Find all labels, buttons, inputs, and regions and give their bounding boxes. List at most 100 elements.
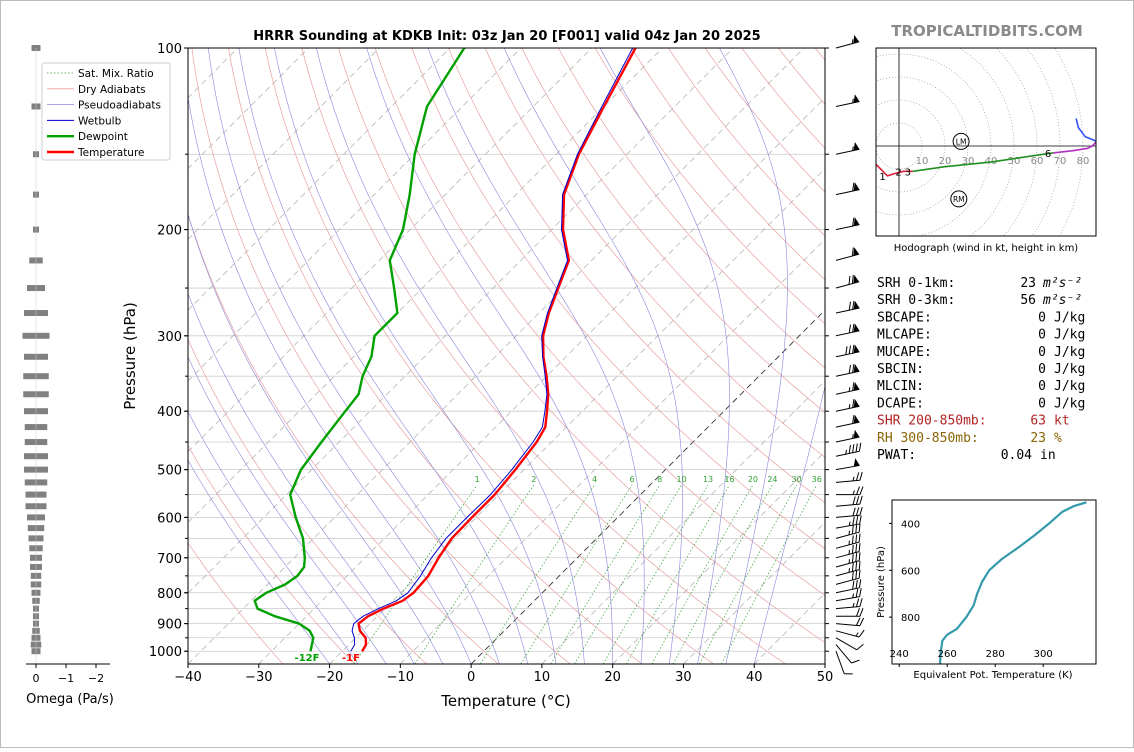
stat-label: SRH 0-1km: (877, 276, 955, 291)
stat-label: SRH 0-3km: (877, 293, 955, 308)
stat-label: MLCIN: (877, 379, 924, 394)
skewt-xlabel: Temperature (°C) (440, 692, 570, 710)
y-tick-label: 100 (157, 42, 182, 57)
stat-label: MLCAPE: (877, 328, 932, 343)
stat-value: 56 (1020, 293, 1036, 308)
stat-value: 0 (1038, 310, 1046, 325)
stat-value: 0 (1038, 396, 1046, 411)
stat-unit: J/kg (1054, 345, 1085, 360)
stat-unit: m²s⁻² (1042, 293, 1082, 308)
hodograph-ring-label: 80 (1077, 156, 1090, 167)
hodograph-ring-label: 60 (1031, 156, 1044, 167)
stat-value: 0 (1038, 345, 1046, 360)
mixing-ratio-label: 1 (475, 475, 480, 484)
stat-unit: J/kg (1054, 310, 1085, 325)
mixing-ratio-label: 2 (531, 475, 536, 484)
storm-motion-label: RM (953, 195, 965, 204)
theta-e-xlabel: Equivalent Pot. Temperature (K) (913, 670, 1072, 681)
stat-value: 23 (1020, 276, 1036, 291)
theta-x-tick-label: 260 (938, 649, 957, 660)
mixing-ratio-label: 4 (592, 475, 597, 484)
stat-label: SBCAPE: (877, 310, 932, 325)
stat-label: MUCAPE: (877, 345, 932, 360)
stat-unit: J/kg (1054, 328, 1085, 343)
stat-unit: J/kg (1054, 396, 1085, 411)
theta-e-ylabel: Pressure (hPa) (876, 546, 887, 618)
stat-unit: kt (1054, 414, 1070, 429)
y-tick-label: 800 (157, 587, 182, 602)
stat-unit: m²s⁻² (1042, 276, 1082, 291)
skewt-ylabel: Pressure (hPa) (121, 302, 139, 410)
stat-unit: J/kg (1054, 379, 1085, 394)
hodograph-height-label: 2 (895, 167, 901, 178)
hodograph-ring-label: 70 (1054, 156, 1067, 167)
x-tick-label: 50 (817, 670, 834, 685)
surface-dewpoint-label: -12F (295, 653, 320, 664)
theta-x-tick-label: 240 (890, 649, 909, 660)
y-tick-label: 1000 (149, 645, 182, 660)
y-tick-label: 500 (157, 464, 182, 479)
y-tick-label: 400 (157, 405, 182, 420)
hodograph-title: Hodograph (wind in kt, height in km) (894, 243, 1079, 254)
hodograph-ring-label: 20 (939, 156, 952, 167)
stat-label: RH 300-850mb: (877, 431, 979, 446)
mixing-ratio-label: 8 (657, 475, 662, 484)
stat-value: 23 (1030, 431, 1046, 446)
omega-xlabel: Omega (Pa/s) (26, 692, 114, 707)
x-tick-label: −40 (174, 670, 201, 685)
mixing-ratio-label: 16 (724, 475, 734, 484)
mixing-ratio-label: 10 (677, 475, 687, 484)
y-tick-label: 200 (157, 224, 182, 239)
theta-x-tick-label: 300 (1034, 649, 1053, 660)
chart-title: HRRR Sounding at KDKB Init: 03z Jan 20 [… (253, 29, 760, 44)
omega-x-tick-label: −1 (58, 672, 74, 685)
hodograph-ring-label: 10 (916, 156, 929, 167)
storm-motion-label: LM (956, 137, 967, 146)
surface-temperature-label: -1F (342, 653, 360, 664)
skewt-legend: Sat. Mix. Ratio Dry Adiabats Pseudoadiabat… (42, 63, 170, 160)
stat-value: 0 (1038, 362, 1046, 377)
stat-unit: in (1040, 448, 1056, 463)
theta-y-tick-label: 400 (901, 519, 920, 530)
mixing-ratio-label: 13 (703, 475, 713, 484)
x-tick-label: 20 (604, 670, 621, 685)
stat-value: 0.04 (1001, 448, 1032, 463)
x-tick-label: 10 (534, 670, 551, 685)
legend-label: Temperature (77, 147, 145, 159)
y-tick-label: 300 (157, 330, 182, 345)
mixing-ratio-label: 36 (812, 475, 822, 484)
legend-label: Wetbulb (78, 115, 122, 127)
y-tick-label: 600 (157, 511, 182, 526)
legend-label: Sat. Mix. Ratio (78, 68, 154, 80)
mixing-ratio-label: 20 (748, 475, 758, 484)
theta-y-tick-label: 800 (901, 613, 920, 624)
x-tick-label: 40 (746, 670, 763, 685)
legend-label: Pseudoadiabats (78, 100, 161, 112)
mixing-ratio-label: 30 (792, 475, 802, 484)
hodograph-height-label: 1 (879, 172, 885, 183)
hodograph-height-label: 3 (905, 167, 911, 178)
stat-label: PWAT: (877, 448, 916, 463)
x-tick-label: 0 (467, 670, 475, 685)
mixing-ratio-label: 24 (767, 475, 777, 484)
stat-value: 63 (1030, 414, 1046, 429)
x-tick-label: −10 (387, 670, 414, 685)
hodograph-height-label: 6 (1045, 149, 1051, 160)
y-tick-label: 900 (157, 618, 182, 633)
stat-unit: J/kg (1054, 362, 1085, 377)
legend-label: Dewpoint (78, 131, 128, 143)
x-tick-label: −30 (245, 670, 272, 685)
stat-label: SHR 200-850mb: (877, 414, 987, 429)
watermark: TROPICALTIDBITS.COM (891, 22, 1083, 40)
theta-x-tick-label: 280 (986, 649, 1005, 660)
x-tick-label: 30 (675, 670, 692, 685)
stat-value: 0 (1038, 379, 1046, 394)
stat-label: DCAPE: (877, 396, 924, 411)
x-tick-label: −20 (316, 670, 343, 685)
legend-label: Dry Adiabats (78, 84, 146, 96)
stat-label: SBCIN: (877, 362, 924, 377)
theta-y-tick-label: 600 (901, 566, 920, 577)
stat-unit: % (1054, 431, 1062, 446)
stat-value: 0 (1038, 328, 1046, 343)
